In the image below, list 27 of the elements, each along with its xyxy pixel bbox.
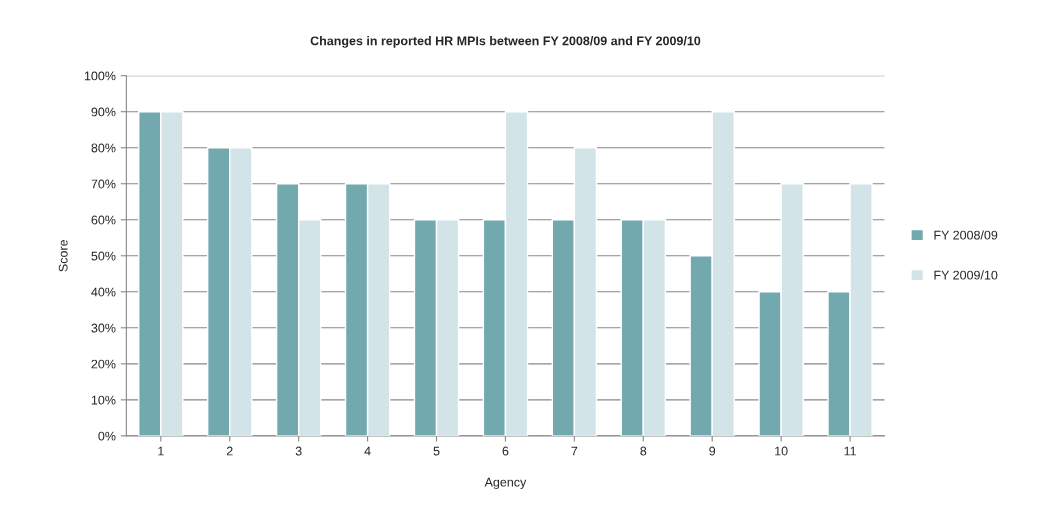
- x-tick-label: 1: [158, 446, 164, 456]
- y-tick-label: 100%: [84, 71, 116, 81]
- x-tick-label: 8: [640, 446, 647, 456]
- y-tick-label: 10%: [91, 395, 116, 405]
- x-tick-label: 4: [364, 446, 371, 456]
- x-tick-label: 7: [571, 446, 578, 456]
- x-tick-label: 9: [709, 446, 716, 456]
- y-tick-label: 30%: [91, 323, 116, 333]
- y-axis-title: Score: [58, 240, 68, 272]
- y-tick-label: 50%: [91, 251, 116, 261]
- legend-label: FY 2009/10: [934, 270, 998, 280]
- y-tick-label: 60%: [91, 215, 116, 225]
- x-tick-label: 5: [433, 446, 440, 456]
- x-tick-label: 2: [226, 446, 233, 456]
- chart-title: Changes in reported HR MPIs between FY 2008/09 and FY 2009/10: [310, 36, 701, 48]
- y-tick-label: 70%: [91, 179, 116, 189]
- y-tick-label: 90%: [91, 107, 116, 117]
- x-tick-label: 3: [295, 446, 302, 456]
- x-tick-label: 10: [775, 446, 788, 456]
- y-tick-label: 40%: [91, 287, 116, 297]
- y-tick-label: 0%: [98, 431, 116, 441]
- legend-label: FY 2008/09: [934, 230, 998, 240]
- x-axis-title: Agency: [484, 477, 527, 490]
- x-tick-label: 6: [502, 446, 509, 456]
- y-tick-label: 20%: [91, 359, 116, 369]
- y-tick-label: 80%: [91, 143, 116, 153]
- x-tick-label: 11: [844, 446, 856, 456]
